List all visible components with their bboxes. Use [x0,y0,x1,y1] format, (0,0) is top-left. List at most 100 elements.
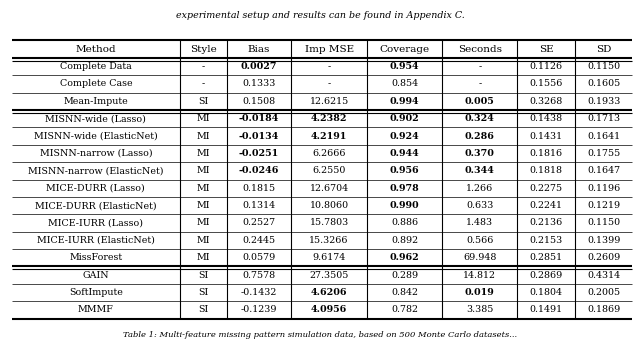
Text: 0.0579: 0.0579 [243,253,276,262]
Text: 0.1818: 0.1818 [530,166,563,175]
Text: 0.019: 0.019 [465,288,495,297]
Text: Coverage: Coverage [380,45,429,54]
Text: 0.886: 0.886 [391,219,418,227]
Text: MICE-DURR (ElasticNet): MICE-DURR (ElasticNet) [35,201,157,210]
Text: 0.633: 0.633 [466,201,493,210]
Text: 0.2136: 0.2136 [529,219,563,227]
Text: 9.6174: 9.6174 [312,253,346,262]
Text: Style: Style [190,45,217,54]
Text: 0.1431: 0.1431 [530,132,563,140]
Text: MISNN-wide (Lasso): MISNN-wide (Lasso) [45,114,147,123]
Text: 0.854: 0.854 [391,80,418,88]
Text: Mean-Impute: Mean-Impute [63,97,128,106]
Text: 0.978: 0.978 [390,184,419,193]
Text: Complete Case: Complete Case [60,80,132,88]
Text: 0.892: 0.892 [391,236,418,245]
Text: 0.286: 0.286 [465,132,495,140]
Text: GAIN: GAIN [83,271,109,279]
Text: SD: SD [596,45,611,54]
Text: MissForest: MissForest [69,253,122,262]
Text: 0.2445: 0.2445 [243,236,276,245]
Text: MI: MI [196,253,211,262]
Text: 0.962: 0.962 [390,253,419,262]
Text: -0.0184: -0.0184 [239,114,279,123]
Text: MICE-IURR (ElasticNet): MICE-IURR (ElasticNet) [37,236,155,245]
Text: 0.1333: 0.1333 [243,80,276,88]
Text: 0.289: 0.289 [391,271,418,279]
Text: 4.2191: 4.2191 [311,132,348,140]
Text: -: - [202,80,205,88]
Text: 1.483: 1.483 [467,219,493,227]
Text: 0.370: 0.370 [465,149,495,158]
Text: 0.1491: 0.1491 [530,306,563,314]
Text: 0.1556: 0.1556 [529,80,563,88]
Text: 12.6704: 12.6704 [310,184,349,193]
Text: 0.2851: 0.2851 [530,253,563,262]
Text: 14.812: 14.812 [463,271,496,279]
Text: 6.2666: 6.2666 [312,149,346,158]
Text: 0.2153: 0.2153 [529,236,563,245]
Text: -: - [202,62,205,71]
Text: Complete Data: Complete Data [60,62,132,71]
Text: SI: SI [198,288,209,297]
Text: experimental setup and results can be found in Appendix C.: experimental setup and results can be fo… [175,11,465,20]
Text: 0.2869: 0.2869 [529,271,563,279]
Text: MI: MI [196,201,211,210]
Text: SI: SI [198,271,209,279]
Text: 0.3268: 0.3268 [529,97,563,106]
Text: MI: MI [196,236,211,245]
Text: 0.1815: 0.1815 [243,184,276,193]
Text: 0.1150: 0.1150 [587,219,620,227]
Text: 1.266: 1.266 [466,184,493,193]
Text: 27.3505: 27.3505 [309,271,349,279]
Text: 0.1647: 0.1647 [587,166,620,175]
Text: 0.1126: 0.1126 [530,62,563,71]
Text: Method: Method [76,45,116,54]
Text: 3.385: 3.385 [466,306,493,314]
Text: -0.0246: -0.0246 [239,166,279,175]
Text: SE: SE [539,45,554,54]
Text: 0.2005: 0.2005 [587,288,620,297]
Text: 4.0956: 4.0956 [311,306,348,314]
Text: MISNN-narrow (Lasso): MISNN-narrow (Lasso) [40,149,152,158]
Text: 0.1641: 0.1641 [587,132,620,140]
Text: 0.566: 0.566 [466,236,493,245]
Text: Table 1: Multi-feature missing pattern simulation data, based on 500 Monte Carlo: Table 1: Multi-feature missing pattern s… [123,331,517,339]
Text: 0.2527: 0.2527 [243,219,276,227]
Text: -0.1432: -0.1432 [241,288,277,297]
Text: 0.902: 0.902 [390,114,419,123]
Text: SI: SI [198,97,209,106]
Text: 0.944: 0.944 [390,149,419,158]
Text: SoftImpute: SoftImpute [69,288,123,297]
Text: 15.3266: 15.3266 [309,236,349,245]
Text: 0.1508: 0.1508 [243,97,276,106]
Text: MI: MI [196,219,211,227]
Text: -0.1239: -0.1239 [241,306,277,314]
Text: 0.1196: 0.1196 [587,184,620,193]
Text: MISNN-wide (ElasticNet): MISNN-wide (ElasticNet) [34,132,157,140]
Text: -: - [328,62,331,71]
Text: MMMF: MMMF [78,306,114,314]
Text: 0.7578: 0.7578 [243,271,276,279]
Text: 0.1150: 0.1150 [587,62,620,71]
Text: 6.2550: 6.2550 [312,166,346,175]
Text: 0.0027: 0.0027 [241,62,277,71]
Text: 0.1804: 0.1804 [530,288,563,297]
Text: 0.1314: 0.1314 [243,201,276,210]
Text: 0.1816: 0.1816 [530,149,563,158]
Text: 0.2275: 0.2275 [530,184,563,193]
Text: Seconds: Seconds [458,45,502,54]
Text: 0.842: 0.842 [391,288,418,297]
Text: 12.6215: 12.6215 [310,97,349,106]
Text: Bias: Bias [248,45,270,54]
Text: MI: MI [196,114,211,123]
Text: 0.1713: 0.1713 [587,114,620,123]
Text: 0.005: 0.005 [465,97,495,106]
Text: 0.1219: 0.1219 [587,201,620,210]
Text: -0.0251: -0.0251 [239,149,279,158]
Text: 0.2241: 0.2241 [530,201,563,210]
Text: 0.344: 0.344 [465,166,495,175]
Text: 0.1399: 0.1399 [587,236,620,245]
Text: 0.2609: 0.2609 [587,253,620,262]
Text: MI: MI [196,184,211,193]
